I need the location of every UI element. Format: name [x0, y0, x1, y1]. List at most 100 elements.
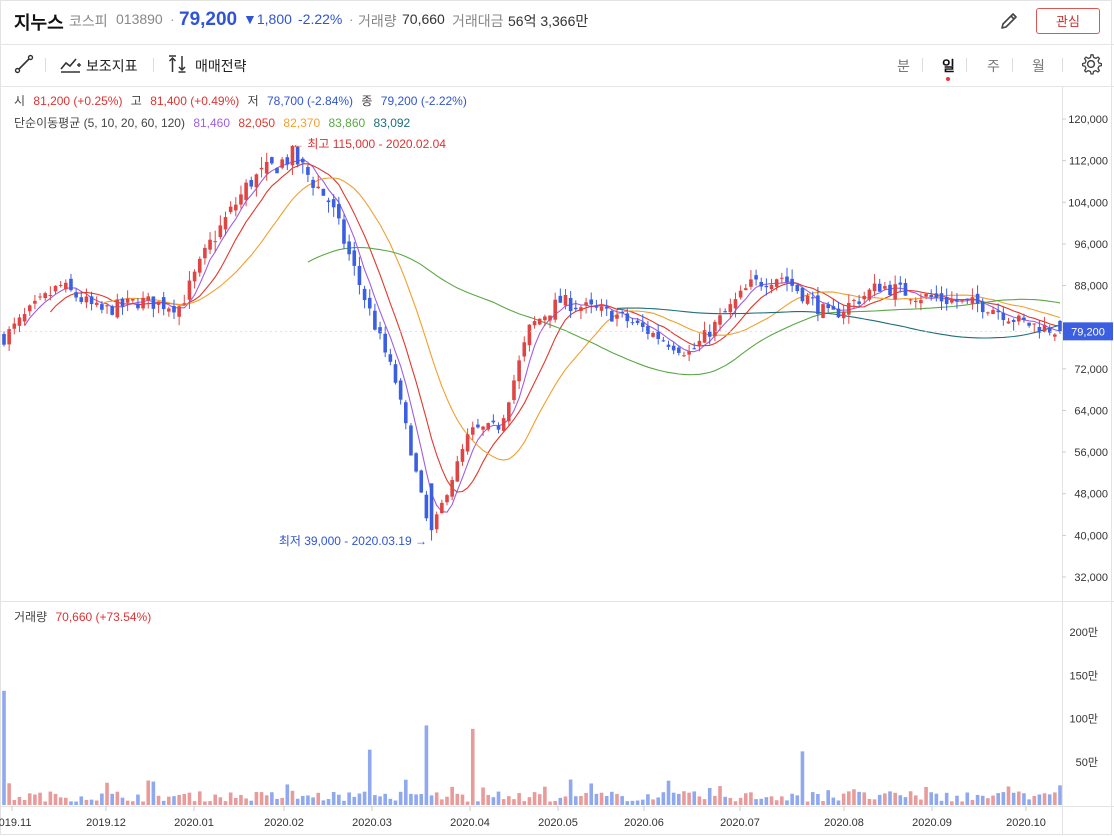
gear-icon[interactable] — [1080, 53, 1102, 75]
volume-bar — [810, 792, 815, 805]
candle — [7, 326, 11, 351]
trade-strategy-button[interactable]: 매매전략 — [195, 58, 247, 74]
low-annotation: 최저 39,000 - 2020.03.19 → — [279, 534, 427, 548]
candle — [584, 297, 588, 314]
candle — [1022, 313, 1026, 323]
candle — [295, 146, 300, 168]
candle — [991, 306, 995, 315]
candle — [738, 285, 743, 300]
price-change: ▼1,800 — [243, 11, 292, 27]
candle — [58, 280, 63, 288]
period-minute-tab[interactable]: 분 — [897, 58, 910, 74]
high-value: 81,400 (+0.49%) — [150, 94, 240, 108]
candle — [218, 215, 223, 240]
candle — [692, 342, 697, 350]
candle — [532, 316, 537, 329]
candle — [22, 307, 27, 326]
volume-bar — [723, 796, 727, 805]
candle — [27, 304, 32, 316]
volume-bar — [434, 792, 439, 805]
moving-average-lines — [24, 158, 1061, 513]
candle — [723, 308, 727, 313]
active-period-indicator — [946, 77, 950, 81]
volume-bar — [1027, 799, 1031, 805]
volume-bar — [759, 798, 764, 805]
candle — [599, 298, 604, 317]
volume-bar — [661, 792, 666, 805]
candle — [316, 175, 321, 189]
draw-line-icon[interactable] — [14, 54, 34, 74]
volume-bar — [913, 795, 918, 805]
volume-value: 70,660 — [402, 11, 445, 27]
volume-bar — [640, 799, 645, 805]
candlesticks — [2, 145, 1062, 541]
candle — [89, 291, 94, 311]
period-day-tab[interactable]: 일 — [942, 58, 955, 74]
candle — [357, 256, 362, 295]
candle — [960, 299, 964, 304]
volume-bar — [290, 790, 295, 805]
candle — [517, 355, 521, 390]
favorite-button[interactable]: 관심 — [1036, 8, 1100, 34]
pencil-icon[interactable] — [998, 10, 1020, 32]
volume-bar — [64, 797, 68, 805]
volume-bar — [1032, 795, 1037, 805]
volume-bar — [697, 796, 702, 805]
current-price-tag-label: 79,200 — [1071, 326, 1105, 338]
volume-bar — [177, 794, 181, 805]
period-week-tab[interactable]: 주 — [987, 58, 1000, 74]
trade-amount-value: 56억 3,366만 — [508, 13, 589, 29]
candle — [208, 232, 212, 255]
ohlc-summary: 시 81,200 (+0.25%) 고 81,400 (+0.49%) 저 78… — [14, 92, 472, 109]
volume-bar — [22, 799, 27, 805]
candle — [74, 288, 78, 302]
volume-bar — [553, 801, 557, 805]
candle — [362, 285, 367, 309]
candle — [264, 152, 269, 181]
volume-bar — [888, 791, 892, 805]
volume-bar — [532, 792, 537, 805]
current-price-tag — [1063, 322, 1113, 341]
candle — [749, 270, 753, 290]
stock-name[interactable]: 지누스 — [14, 13, 64, 33]
candle — [537, 318, 542, 326]
candle — [620, 310, 624, 318]
volume-bar — [254, 791, 259, 805]
candle — [800, 286, 805, 304]
candle — [213, 230, 217, 253]
volume-bar — [965, 792, 970, 805]
volume-bar — [264, 795, 269, 805]
candle — [635, 318, 640, 326]
volume-bar — [208, 801, 212, 805]
indicators-button[interactable]: 보조지표 — [86, 58, 138, 74]
volume-bar — [388, 798, 393, 805]
volume-bar — [337, 794, 341, 805]
time-tick-label: 2020.06 — [624, 817, 664, 829]
candle — [197, 256, 202, 277]
stock-code: 013890 — [116, 11, 163, 27]
ma60-value: 83,860 — [328, 116, 366, 130]
volume-bar — [1058, 785, 1062, 805]
candle — [249, 176, 254, 190]
candle — [852, 298, 856, 310]
time-tick-label: 2019.11 — [0, 817, 31, 829]
candle — [151, 296, 156, 318]
candle — [543, 314, 547, 326]
candle — [130, 298, 135, 303]
candle — [409, 423, 413, 456]
candle — [805, 292, 810, 306]
candlestick-chart[interactable]: 32,00040,00048,00056,00064,00072,00080,0… — [0, 86, 1114, 835]
candle — [558, 288, 563, 303]
volume-bar — [862, 792, 867, 805]
volume-bar — [331, 792, 336, 805]
candle — [816, 287, 820, 322]
volume-bar — [105, 782, 109, 805]
period-month-tab[interactable]: 월 — [1032, 58, 1045, 74]
stock-header: 지누스 코스피 013890 · 79,200 ▼1,800 -2.22% · … — [0, 0, 1114, 45]
volume-bar — [991, 795, 995, 805]
volume-bar — [980, 795, 985, 805]
volume-bar — [259, 792, 264, 805]
time-tick-label: 2020.02 — [264, 817, 304, 829]
candle — [548, 315, 552, 329]
candle — [172, 299, 176, 320]
